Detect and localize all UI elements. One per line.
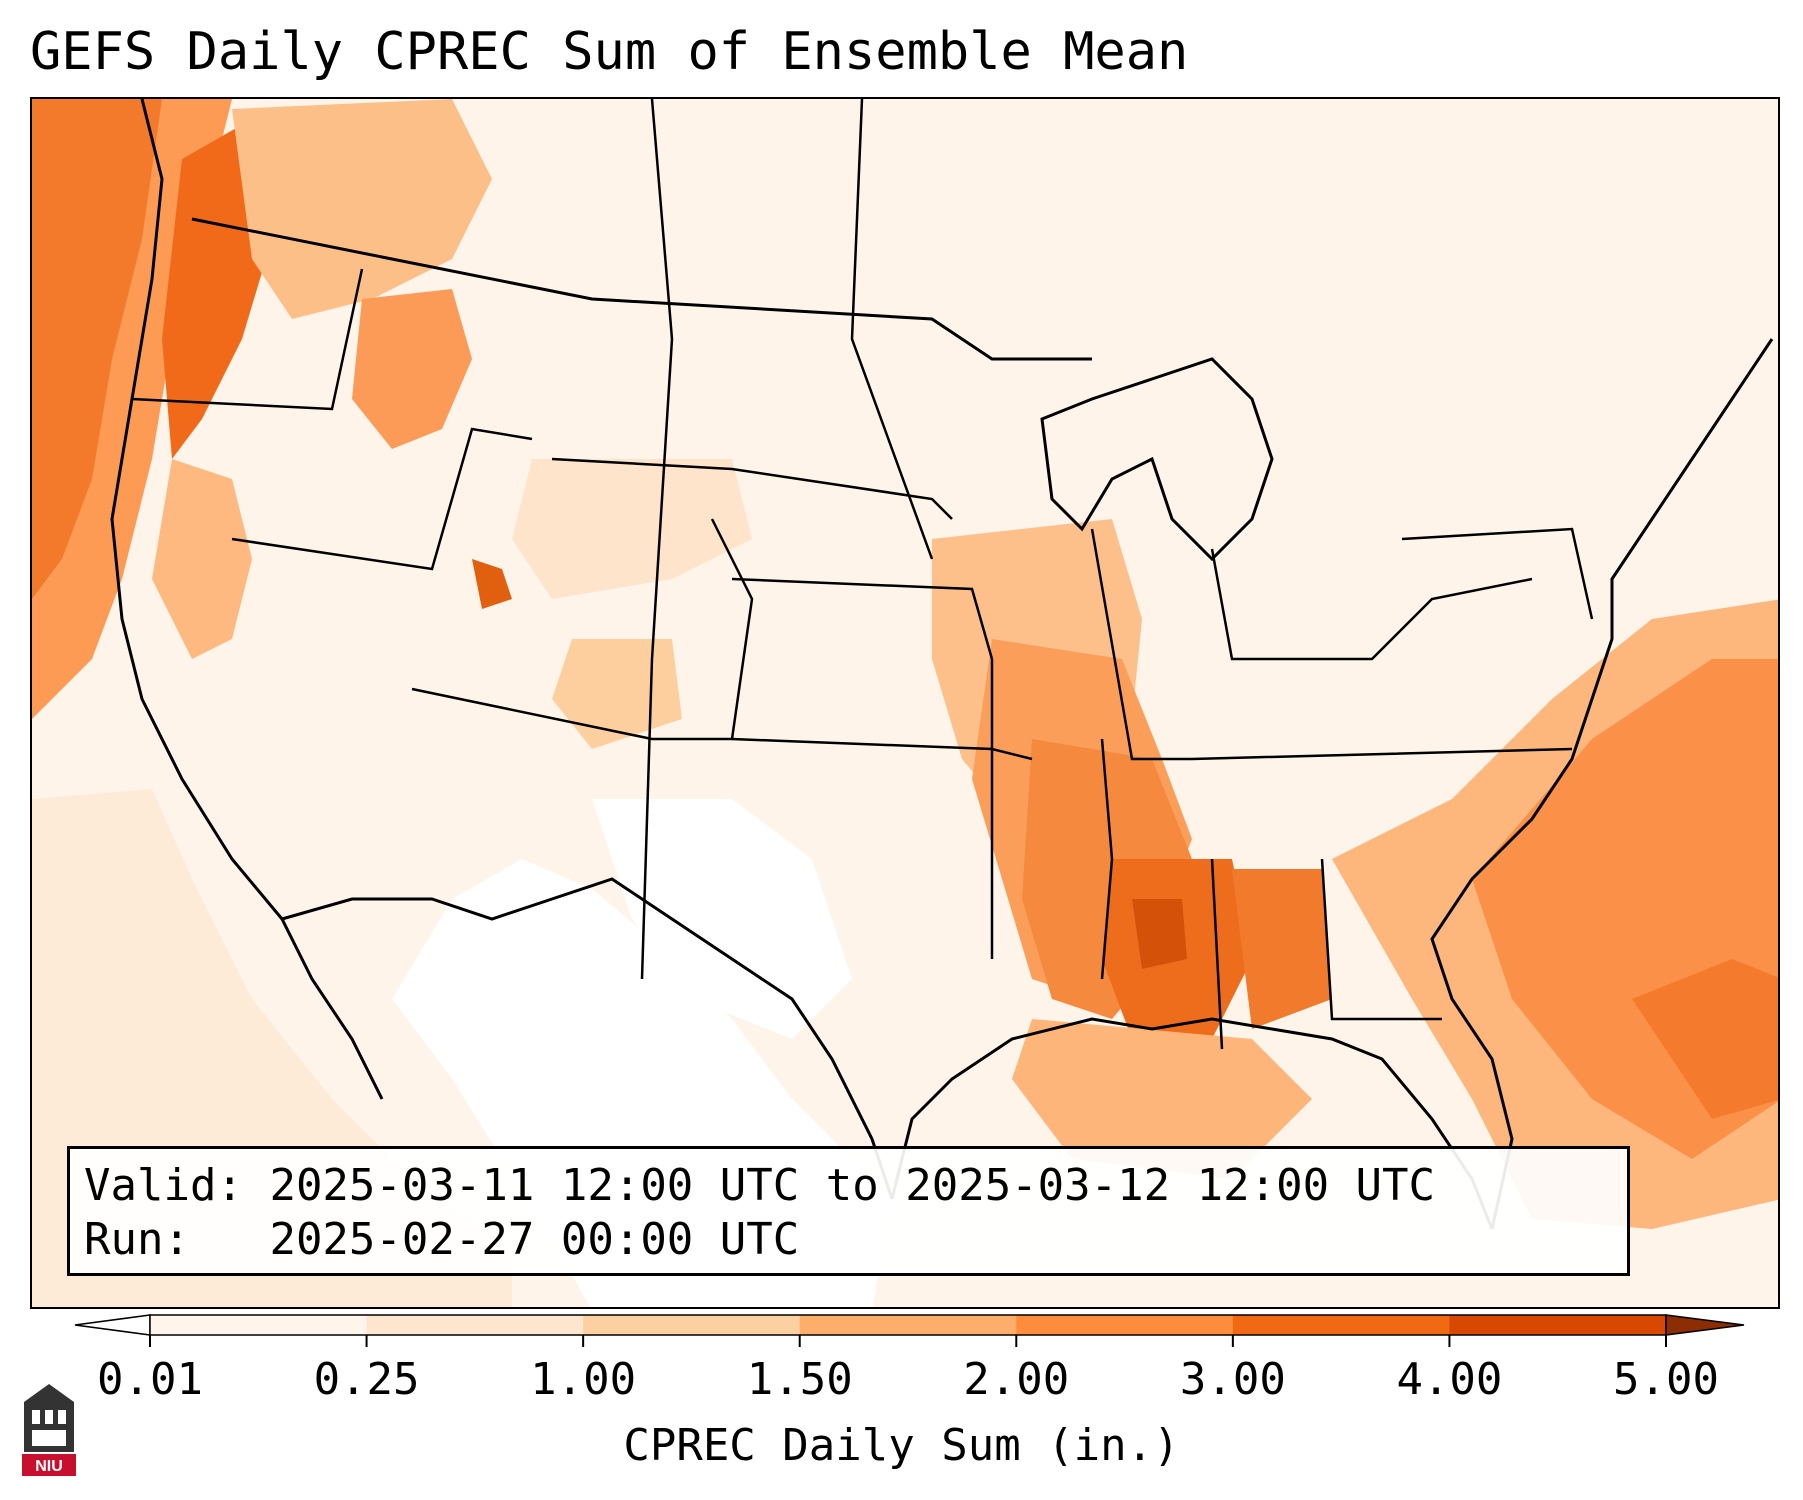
colorbar-tick-label: 0.01 [97,1354,203,1405]
colorbar-segment [799,1315,1017,1335]
mississippi-max [1132,899,1187,969]
coastline-group [110,99,1774,1230]
logo-text: NIU [35,1458,63,1475]
colorbar-tick-label: 2.00 [963,1354,1070,1405]
colorbar-over-arrow [1665,1314,1745,1336]
colorbar-segment [1232,1315,1450,1335]
colorbar-tick-label: 4.00 [1396,1354,1503,1405]
logo-tower-roof [24,1384,74,1402]
gulf-coastline [890,1017,1494,1230]
colorbar-segment [1449,1315,1667,1335]
tn-nc-border [1090,528,1573,761]
logo-door [32,1430,66,1446]
washington-inland [232,99,492,319]
us-canada-border [191,217,1092,361]
atlantic-offshore-max [1632,959,1778,1119]
validity-info-box: Valid: 2025-03-11 12:00 UTC to 2025-03-1… [67,1146,1630,1276]
valid-line: Valid: 2025-03-11 12:00 UTC to 2025-03-1… [84,1159,1613,1213]
run-label: Run: [84,1214,190,1265]
oregon-border [131,268,364,411]
logo-window-2 [45,1410,53,1424]
run-line: Run: 2025-02-27 00:00 UTC [84,1213,1613,1267]
colorbar-segment [366,1315,584,1335]
dakotas-east-border [850,99,934,560]
idaho-band [352,289,472,449]
west-coastline [110,99,384,1100]
colorbar-outline [149,1314,1667,1336]
great-lakes-outline [1040,357,1274,562]
texas-dry-area [592,799,852,1039]
colorbar [74,1314,1745,1347]
precip-map [30,97,1780,1309]
colorbar-tick-label: 0.25 [313,1354,420,1405]
plains-west-border [640,99,674,980]
chart-title: GEFS Daily CPREC Sum of Ensemble Mean [30,22,1189,82]
northern-plains-border [551,457,953,520]
colorbar-under-arrow [74,1314,151,1336]
pennsylvania-border [1401,527,1594,620]
nevada-border [231,427,533,571]
colorbar-tick-label: 1.00 [530,1354,637,1405]
valid-value: 2025-03-11 12:00 UTC to 2025-03-12 12:00… [269,1160,1436,1211]
colorbar-segment [150,1315,368,1335]
niu-tower-icon: NIU [22,1384,76,1476]
colorbar-segment [1016,1315,1234,1335]
colorbar-label: CPREC Daily Sum (in.) [623,1420,1180,1471]
logo-banner [22,1454,76,1476]
valid-label: Valid: [84,1160,243,1211]
al-ga-border [1320,858,1442,1021]
central-rockies [512,459,752,599]
utah-spot [472,559,512,609]
logo-window-3 [58,1410,66,1424]
colorbar-tick-label: 1.50 [746,1354,853,1405]
mississippi-river-border [1100,738,1114,980]
pnw-offshore-core [32,99,162,599]
mexico-border [281,877,894,1200]
precip-map-svg [32,99,1778,1307]
ohio-valley-border [1210,548,1533,661]
state-borders-group [131,99,1594,1050]
ms-al-border [1210,858,1224,1050]
alabama-core [1232,869,1332,1029]
kansas-border [731,577,994,660]
logo-window-1 [32,1410,40,1424]
run-value: 2025-02-27 00:00 UTC [269,1214,800,1265]
colorbar-segment [583,1315,801,1335]
nor-cal-coast [152,459,252,659]
colorbar-tick-label: 5.00 [1613,1354,1719,1405]
pnw-coast-max [162,119,272,459]
colorbar-tick-label: 3.00 [1179,1354,1286,1405]
east-coastline [1430,338,1774,1230]
gulf-band [1012,1019,1312,1179]
